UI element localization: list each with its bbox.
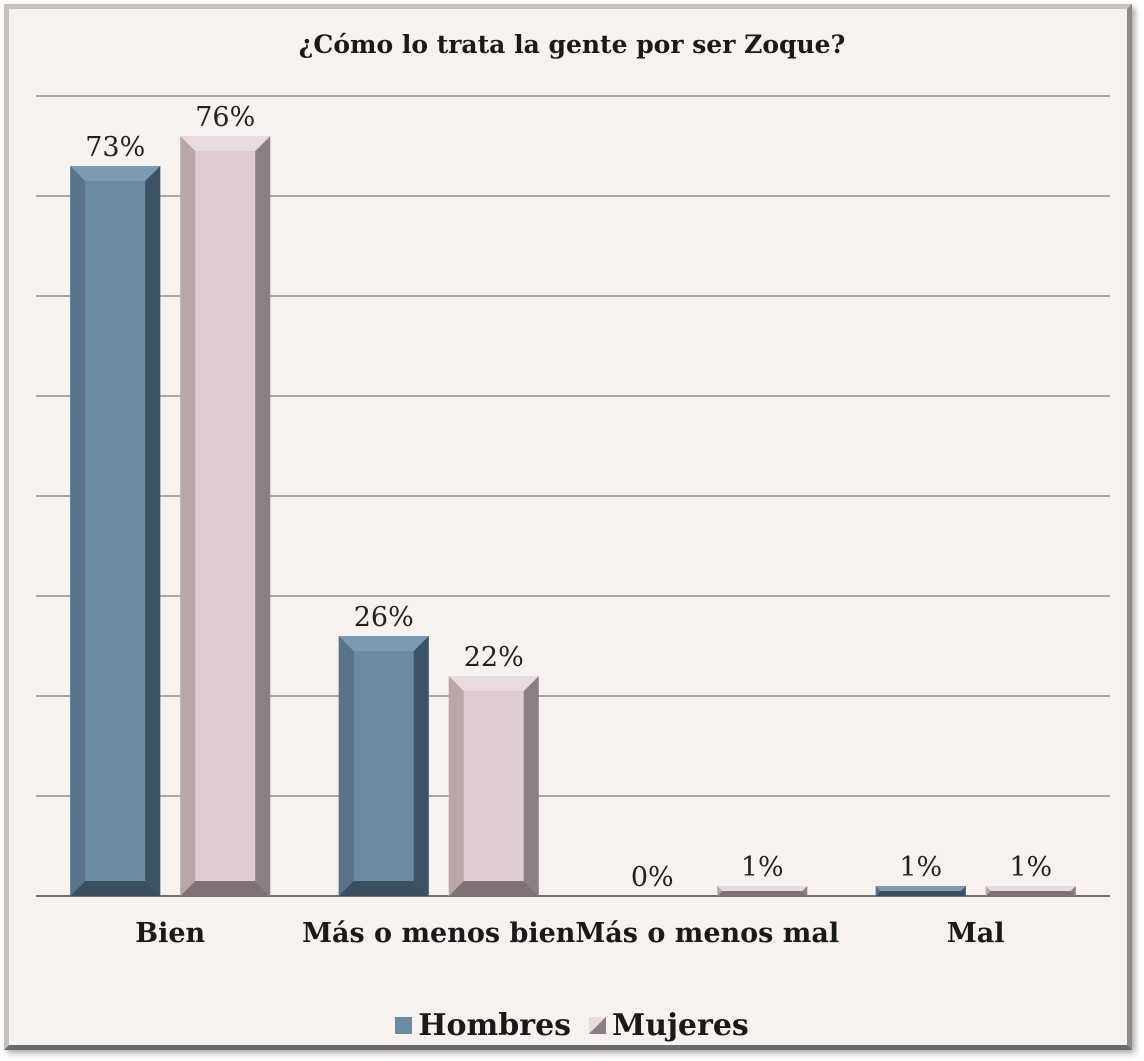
bar-hombres-0 [70,166,161,896]
legend-label-hombres: Hombres [418,1008,572,1043]
bar-mujeres-2 [717,886,808,896]
data-label-hombres-0: 73% [85,132,145,163]
data-label-hombres-2: 0% [631,862,674,893]
legend-item-mujeres[interactable]: Mujeres [589,1008,749,1043]
legend-swatch-mujeres [589,1017,607,1034]
data-label-hombres-3: 1% [899,852,942,883]
bar-mujeres-0 [180,136,271,896]
category-label-1: Más o menos bien [302,918,576,949]
bar-mujeres-3 [985,886,1076,896]
category-label-3: Mal [947,918,1005,949]
legend-item-hombres[interactable]: Hombres [395,1008,571,1043]
legend-label-mujeres: Mujeres [612,1008,749,1043]
data-label-hombres-1: 26% [354,602,414,633]
chart-title: ¿Cómo lo trata la gente por ser Zoque? [298,30,846,59]
data-label-mujeres-0: 76% [195,102,255,133]
bar-hombres-3 [875,886,966,896]
category-label-0: Bien [135,918,205,949]
bar-hombres-1 [338,636,429,896]
bar-chart: 73% 76% Bien 26% 22% Más o menos bien 0% 1% Más … [36,95,1110,949]
data-label-mujeres-3: 1% [1009,852,1052,883]
data-label-mujeres-1: 22% [464,642,524,673]
data-label-mujeres-2: 1% [741,852,784,883]
legend-swatch-hombres [395,1017,413,1034]
legend: Hombres Mujeres [0,1008,1144,1043]
category-label-2: Más o menos mal [575,918,839,949]
bar-mujeres-1 [448,676,539,896]
